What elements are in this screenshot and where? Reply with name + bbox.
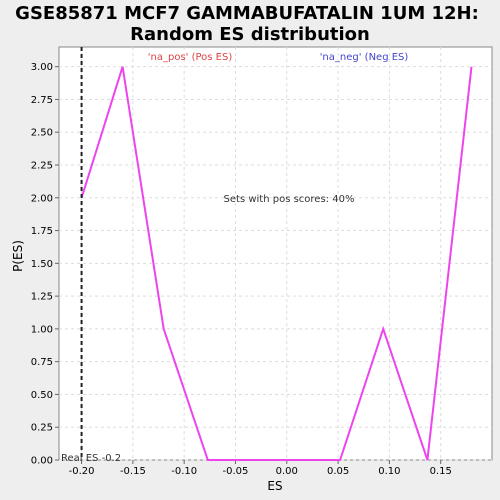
y-tick-label: 3.00	[31, 62, 53, 73]
y-tick-label: 0.75	[31, 357, 53, 368]
y-tick-label: 0.25	[31, 423, 53, 434]
plot-area	[58, 46, 493, 461]
real-es-label: Real ES -0.2	[61, 453, 121, 464]
y-tick-label: 2.50	[31, 128, 53, 139]
y-tick-label: 0.50	[31, 390, 53, 401]
x-tick-label: -0.15	[120, 466, 146, 477]
y-tick-label: 2.75	[31, 95, 53, 106]
series-layer	[80, 47, 473, 461]
x-axis-label: ES	[267, 479, 282, 493]
y-tick-label: 2.00	[31, 193, 53, 204]
x-tick-label: 0.05	[327, 466, 349, 477]
x-tick-label: 0.10	[378, 466, 400, 477]
y-tick-label: 1.75	[31, 226, 53, 237]
x-tick-label: -0.10	[171, 466, 197, 477]
x-tick-label: -0.20	[69, 466, 95, 477]
ticks-layer: 0.00 0.25 0.50 0.75 1.00 1.25 1.50 1.75 2.00 2.25…	[31, 62, 452, 477]
x-tick-label: -0.05	[223, 466, 249, 477]
y-axis-label: P(ES)	[11, 240, 25, 272]
x-tick-label: 0.15	[430, 466, 452, 477]
pos-es-label: 'na_pos' (Pos ES)	[148, 52, 233, 63]
y-tick-label: 0.00	[31, 456, 53, 467]
y-tick-label: 2.25	[31, 161, 53, 172]
pos-scores-annotation: Sets with pos scores: 40%	[224, 194, 355, 205]
y-tick-label: 1.25	[31, 292, 53, 303]
chart-title-line1: GSE85871 MCF7 GAMMABUFATALIN 1UM 12H:	[15, 3, 479, 24]
x-tick-label: 0.00	[276, 466, 298, 477]
neg-es-label: 'na_neg' (Neg ES)	[320, 52, 409, 63]
y-tick-label: 1.50	[31, 259, 53, 270]
distribution-series-line	[80, 66, 473, 461]
chart-title-line2: Random ES distribution	[130, 24, 370, 45]
y-tick-label: 1.00	[31, 324, 53, 335]
